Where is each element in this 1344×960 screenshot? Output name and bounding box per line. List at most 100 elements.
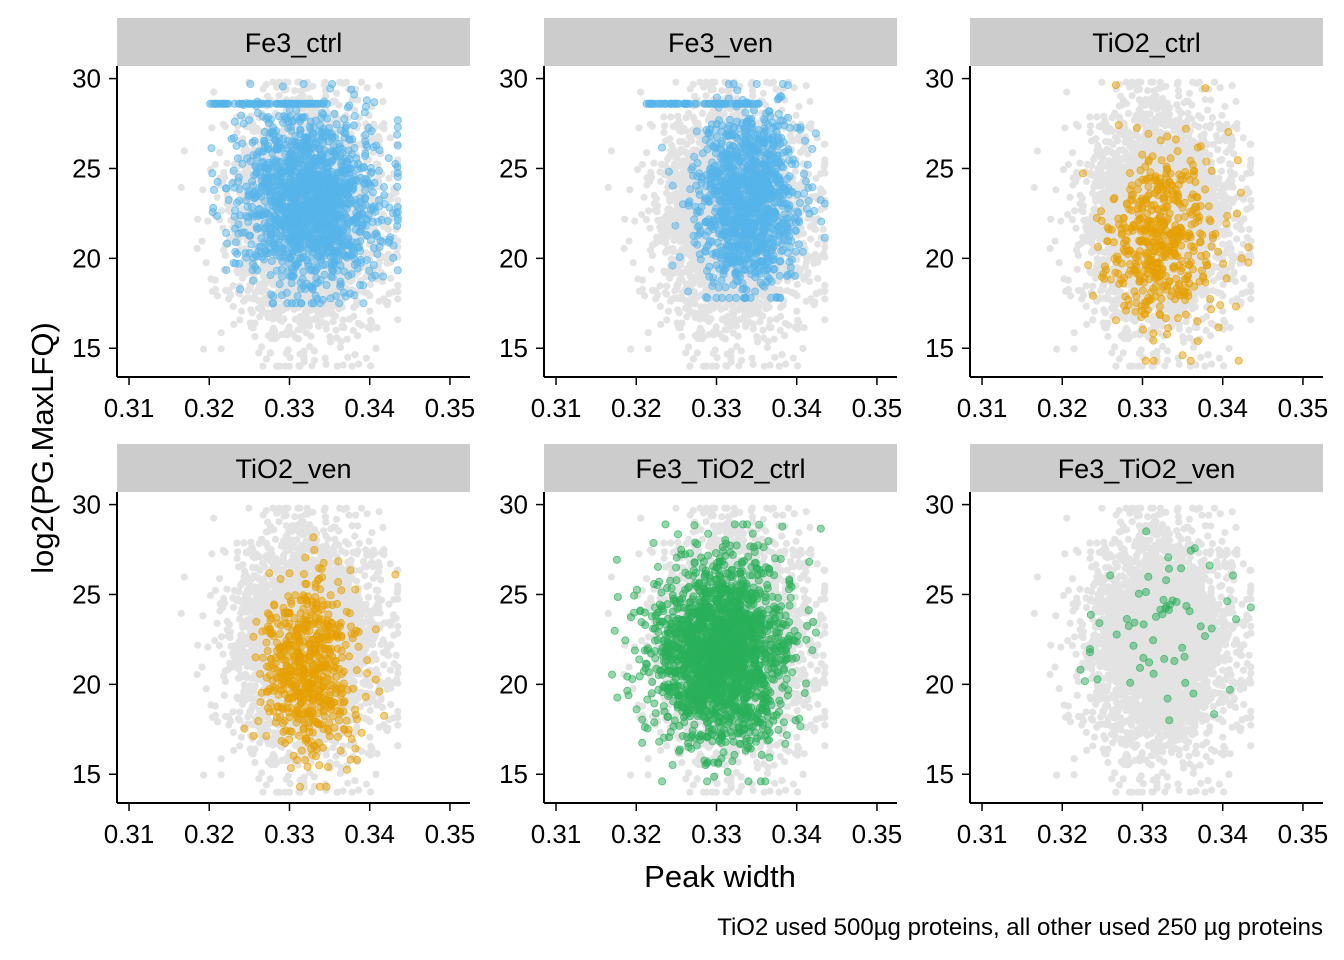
data-point (380, 273, 387, 280)
background-point (319, 319, 326, 326)
background-point (181, 147, 188, 154)
data-point (348, 178, 355, 185)
data-point (344, 104, 351, 111)
background-point (309, 83, 316, 90)
background-point (330, 318, 337, 325)
data-point (310, 245, 317, 252)
data-point (214, 178, 221, 185)
data-point (329, 214, 336, 221)
data-point (282, 151, 289, 158)
data-point (319, 262, 326, 269)
data-point (325, 138, 332, 145)
data-point (338, 219, 345, 226)
background-point (323, 325, 330, 332)
data-point (223, 267, 230, 274)
background-point (350, 304, 357, 311)
data-point (285, 125, 292, 132)
data-point (370, 245, 377, 252)
data-point (356, 281, 363, 288)
data-point (279, 83, 286, 90)
data-point (362, 187, 369, 194)
data-point (360, 300, 367, 307)
background-point (340, 317, 347, 324)
data-point (312, 292, 319, 299)
data-point (266, 214, 273, 221)
data-point (318, 109, 325, 116)
data-point (238, 112, 245, 119)
data-point (313, 174, 320, 181)
data-point (295, 200, 302, 207)
data-point (208, 145, 215, 152)
background-point (249, 309, 256, 316)
data-point (248, 241, 255, 248)
data-point (394, 124, 401, 131)
data-point (394, 209, 401, 216)
data-point (339, 243, 346, 250)
background-point (273, 363, 280, 370)
background-point (236, 316, 243, 323)
data-point (362, 138, 369, 145)
background-point (333, 90, 340, 97)
data-point (313, 181, 320, 188)
data-point (318, 199, 325, 206)
data-point (314, 226, 321, 233)
data-point (336, 300, 343, 307)
data-point (306, 153, 313, 160)
background-point (222, 252, 229, 259)
background-point (297, 87, 304, 94)
points-layer (605, 79, 829, 370)
data-point (290, 273, 297, 280)
background-point (367, 281, 374, 288)
data-point (224, 240, 231, 247)
background-point (367, 362, 374, 369)
data-point (278, 222, 285, 229)
data-point (220, 100, 227, 107)
data-point (329, 267, 336, 274)
y-tick-label: 30 (72, 64, 101, 94)
data-point (250, 152, 257, 159)
data-point (321, 209, 328, 216)
background-point (251, 333, 258, 340)
data-point (295, 226, 302, 233)
background-point (218, 345, 225, 352)
data-point (317, 157, 324, 164)
data-point (254, 266, 261, 273)
background-point (355, 361, 362, 368)
data-point (265, 250, 272, 257)
background-point (216, 149, 223, 156)
background-point (286, 363, 293, 370)
data-point (394, 164, 401, 171)
data-point (247, 80, 254, 87)
background-point (358, 322, 365, 329)
background-point (246, 286, 253, 293)
data-point (256, 165, 263, 172)
data-point (354, 219, 361, 226)
data-point (289, 151, 296, 158)
data-point (235, 221, 242, 228)
data-point (294, 140, 301, 147)
data-point (328, 130, 335, 137)
background-point (376, 82, 383, 89)
background-point (200, 346, 207, 353)
data-point (288, 202, 295, 209)
data-point (290, 181, 297, 188)
background-point (198, 238, 205, 245)
data-point (209, 209, 216, 216)
background-point (234, 269, 241, 276)
data-point (337, 283, 344, 290)
data-point (390, 242, 397, 249)
background-point (352, 351, 359, 358)
data-point (350, 122, 357, 129)
data-point (300, 80, 307, 87)
data-point (349, 248, 356, 255)
data-point (293, 261, 300, 268)
data-point (320, 218, 327, 225)
background-point (267, 349, 274, 356)
background-point (346, 316, 353, 323)
background-point (204, 218, 211, 225)
data-point (267, 100, 274, 107)
data-point (394, 117, 401, 124)
background-point (332, 327, 339, 334)
data-point (372, 208, 379, 215)
data-point (275, 113, 282, 120)
